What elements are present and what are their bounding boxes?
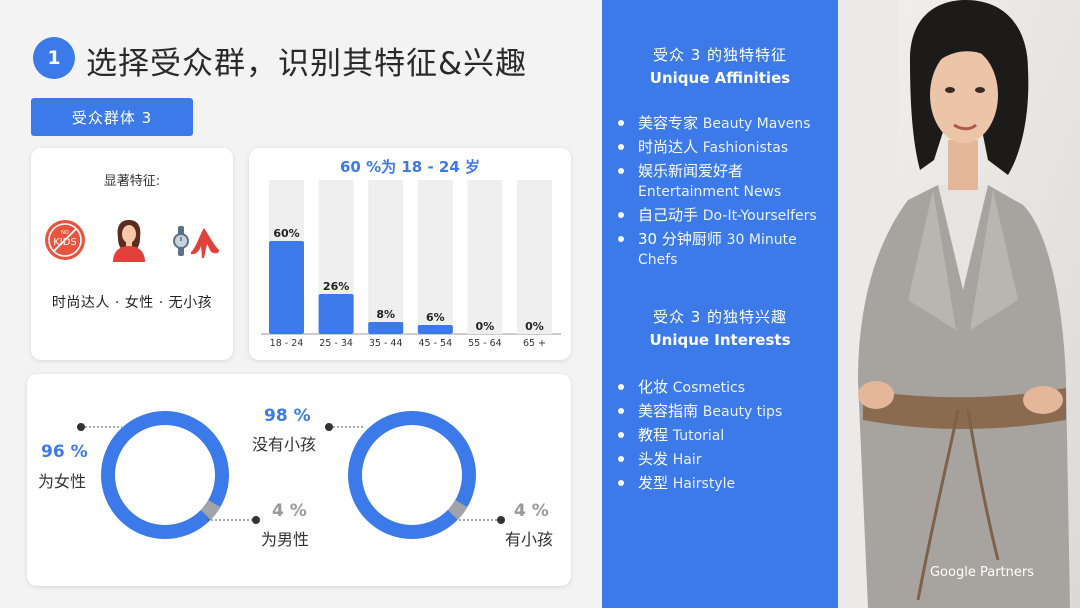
svg-text:KIDS: KIDS	[53, 237, 77, 248]
interest-item-en: Cosmetics	[672, 380, 746, 396]
audience-insights-panel: 受众 3 的独特特征 Unique Affinities 美容专家 Beauty…	[602, 0, 838, 608]
kids-donut-chart	[348, 411, 476, 539]
interest-item-en: Tutorial	[672, 428, 725, 444]
bar-value-label: 0%	[525, 320, 544, 333]
bar-value-label: 8%	[376, 308, 395, 321]
affinity-item: 30 分钟厨师 30 Minute Chefs	[616, 229, 838, 270]
x-tick-label: 55 - 64	[468, 338, 502, 349]
affinity-item-en: Do-It-Yourselfers	[702, 208, 817, 224]
affinity-item-cn: 娱乐新闻爱好者	[638, 162, 744, 180]
bar-track	[517, 180, 552, 334]
interest-item: 头发 Hair	[616, 449, 838, 470]
woman-icon	[113, 220, 145, 262]
affinity-item: 时尚达人 Fashionistas	[616, 137, 838, 158]
interests-heading: 受众 3 的独特兴趣 Unique Interests	[602, 306, 838, 349]
female-label: 为女性	[38, 472, 87, 491]
affinities-heading: 受众 3 的独特特征 Unique Affinities	[602, 44, 838, 87]
interest-item: 教程 Tutorial	[616, 425, 838, 446]
age-bar-chart: 60% 18 - 24 26% 25 - 34 8% 35 - 44 6% 45 - 54 0%…	[261, 180, 561, 349]
traits-card: 显著特征: NO KIDS 时尚达人 · 女性 · 无小孩	[31, 148, 233, 360]
model-photo: Google Partners	[838, 0, 1080, 608]
google-wordmark: Google	[929, 565, 976, 580]
bar-track	[467, 180, 503, 334]
traits-summary: 时尚达人 · 女性 · 无小孩	[51, 295, 213, 311]
affinity-item: 美容专家 Beauty Mavens	[616, 113, 838, 134]
interest-item: 化妆 Cosmetics	[616, 377, 838, 398]
interest-item-cn: 发型	[638, 474, 673, 492]
interest-item-cn: 教程	[638, 426, 673, 444]
affinity-item-cn: 时尚达人	[638, 138, 703, 156]
male-segment	[200, 499, 221, 520]
x-tick-label: 65 +	[523, 338, 546, 349]
bar-track	[417, 180, 453, 334]
x-tick-label: 18 - 24	[270, 338, 304, 349]
affinity-item-cn: 自己动手	[638, 206, 703, 224]
x-tick-label: 25 - 34	[319, 338, 353, 349]
bar-value-label: 26%	[323, 280, 349, 293]
interest-item: 发型 Hairstyle	[616, 473, 838, 494]
interest-item-en: Beauty tips	[702, 404, 783, 420]
has-kids-label: 有小孩	[505, 530, 554, 549]
interest-item-en: Hairstyle	[672, 476, 736, 492]
affinity-item-en: Beauty Mavens	[702, 116, 811, 132]
model-illustration	[838, 0, 1080, 608]
male-percentage: 4 %	[272, 501, 307, 521]
watch-and-heels-icon	[173, 226, 219, 258]
step-number-badge: 1	[33, 37, 75, 79]
affinity-item-en: Entertainment News	[638, 184, 782, 200]
x-tick-label: 45 - 54	[418, 338, 452, 349]
has-kids-percentage: 4 %	[514, 501, 549, 521]
x-tick-label: 35 - 44	[369, 338, 403, 349]
female-percentage: 96 %	[41, 442, 88, 462]
gender-donut-chart	[101, 411, 229, 539]
no-kids-label: 没有小孩	[252, 435, 317, 454]
bar-track	[368, 180, 404, 334]
male-label: 为男性	[261, 530, 310, 549]
demographics-card: 96 % 为女性 4 % 为男性 98 % 没有小孩 4 % 有小孩	[27, 374, 571, 586]
traits-heading: 显著特征:	[103, 174, 161, 189]
interest-item-en: Hair	[672, 452, 702, 468]
bar-35-44	[368, 322, 404, 334]
google-partners-logo: Google Partners	[930, 565, 1034, 580]
bar-45-54	[417, 325, 453, 334]
interest-item: 美容指南 Beauty tips	[616, 401, 838, 422]
bar-value-label: 0%	[476, 320, 495, 333]
chart-title: 60 %为 18 - 24 岁	[340, 158, 480, 176]
bar-18-24	[269, 241, 304, 334]
bar-value-label: 6%	[426, 311, 445, 324]
bar-value-label: 60%	[273, 227, 299, 240]
interests-list: 化妆 Cosmetics 美容指南 Beauty tips 教程 Tutorial 头…	[616, 377, 838, 497]
interests-heading-cn: 受众 3 的独特兴趣	[652, 308, 788, 326]
affinity-item: 娱乐新闻爱好者 Entertainment News	[616, 161, 838, 202]
interest-item-cn: 美容指南	[638, 402, 703, 420]
interest-item-cn: 头发	[638, 450, 673, 468]
partners-wordmark: Partners	[979, 565, 1034, 580]
interests-heading-en: Unique Interests	[649, 331, 791, 349]
svg-text:NO: NO	[61, 230, 69, 236]
affinity-item-en: 30 Minute Chefs	[638, 232, 797, 268]
audience-group-chip[interactable]: 受众群体 3	[31, 98, 193, 136]
no-kids-icon: NO KIDS	[45, 220, 85, 260]
affinity-item-en: Fashionistas	[702, 140, 789, 156]
no-kids-percentage: 98 %	[264, 406, 311, 426]
donut-leader-lines	[77, 423, 505, 524]
affinities-list: 美容专家 Beauty Mavens 时尚达人 Fashionistas 娱乐新闻爱…	[616, 113, 838, 273]
interest-item-cn: 化妆	[638, 378, 673, 396]
affinity-item-cn: 美容专家	[638, 114, 703, 132]
has-kids-segment	[447, 499, 468, 520]
page-title: 选择受众群，识别其特征&兴趣	[86, 46, 528, 82]
affinities-heading-cn: 受众 3 的独特特征	[652, 46, 788, 64]
affinity-item-cn: 30 分钟厨师	[638, 230, 727, 248]
age-chart-card: 60 %为 18 - 24 岁 60% 18 - 24 26% 25 - 34 8% 35…	[249, 148, 571, 360]
affinity-item: 自己动手 Do-It-Yourselfers	[616, 205, 838, 226]
bar-25-34	[318, 294, 354, 334]
affinities-heading-en: Unique Affinities	[649, 69, 791, 87]
